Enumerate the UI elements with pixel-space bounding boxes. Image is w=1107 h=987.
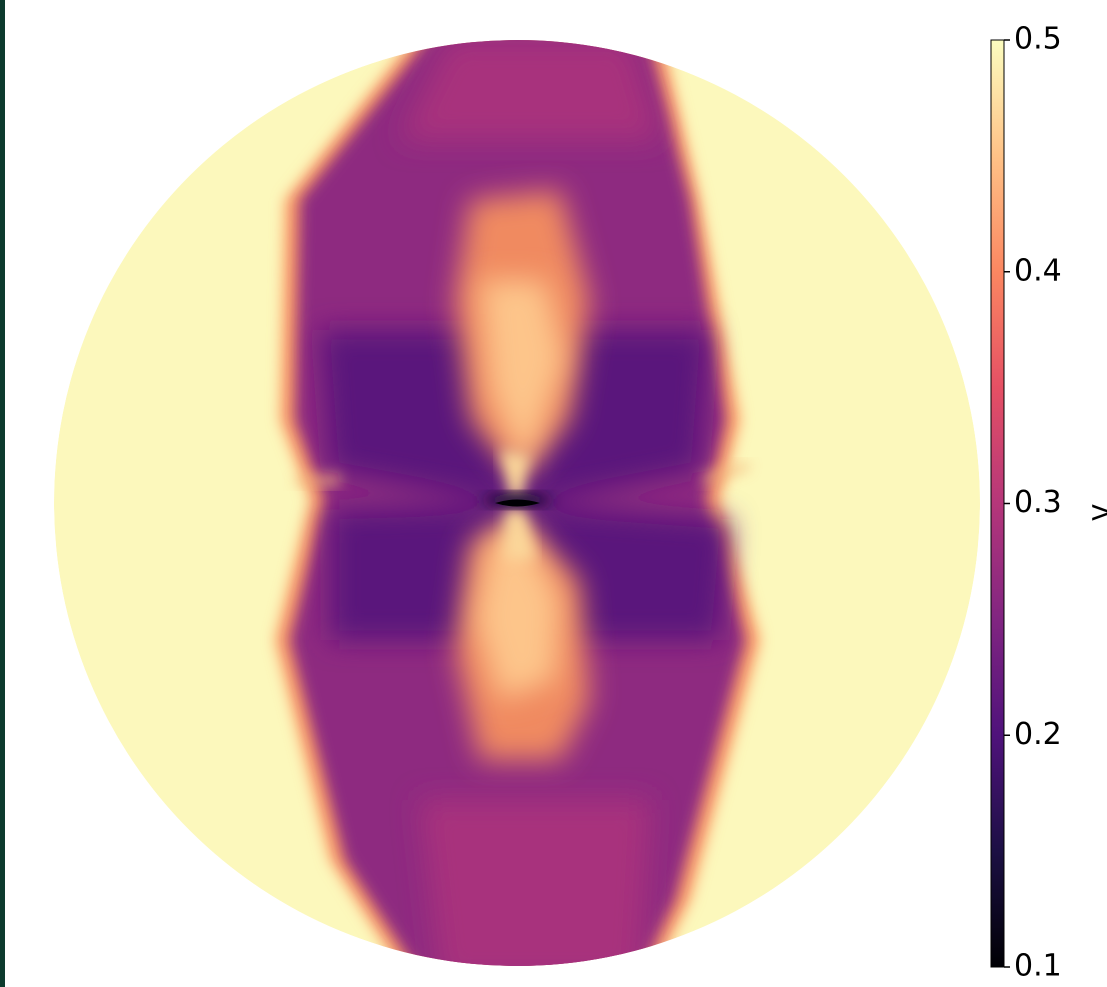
colorbar: 0.1 0.2 0.3 0.4 0.5 >	[990, 22, 1107, 984]
colorbar-tick-label: 0.2	[1014, 717, 1062, 752]
colorbar-tick-label: 0.3	[1014, 485, 1062, 520]
colorbar-tick-label: 0.1	[1014, 949, 1062, 984]
edge-strip	[0, 0, 5, 987]
colorbar-tick-label: 0.4	[1014, 253, 1062, 288]
colorbar-label: >	[1089, 495, 1107, 530]
colorbar-scale	[990, 39, 1005, 968]
colorbar-tick-label: 0.5	[1014, 22, 1062, 57]
heatmap-disk	[54, 40, 980, 966]
